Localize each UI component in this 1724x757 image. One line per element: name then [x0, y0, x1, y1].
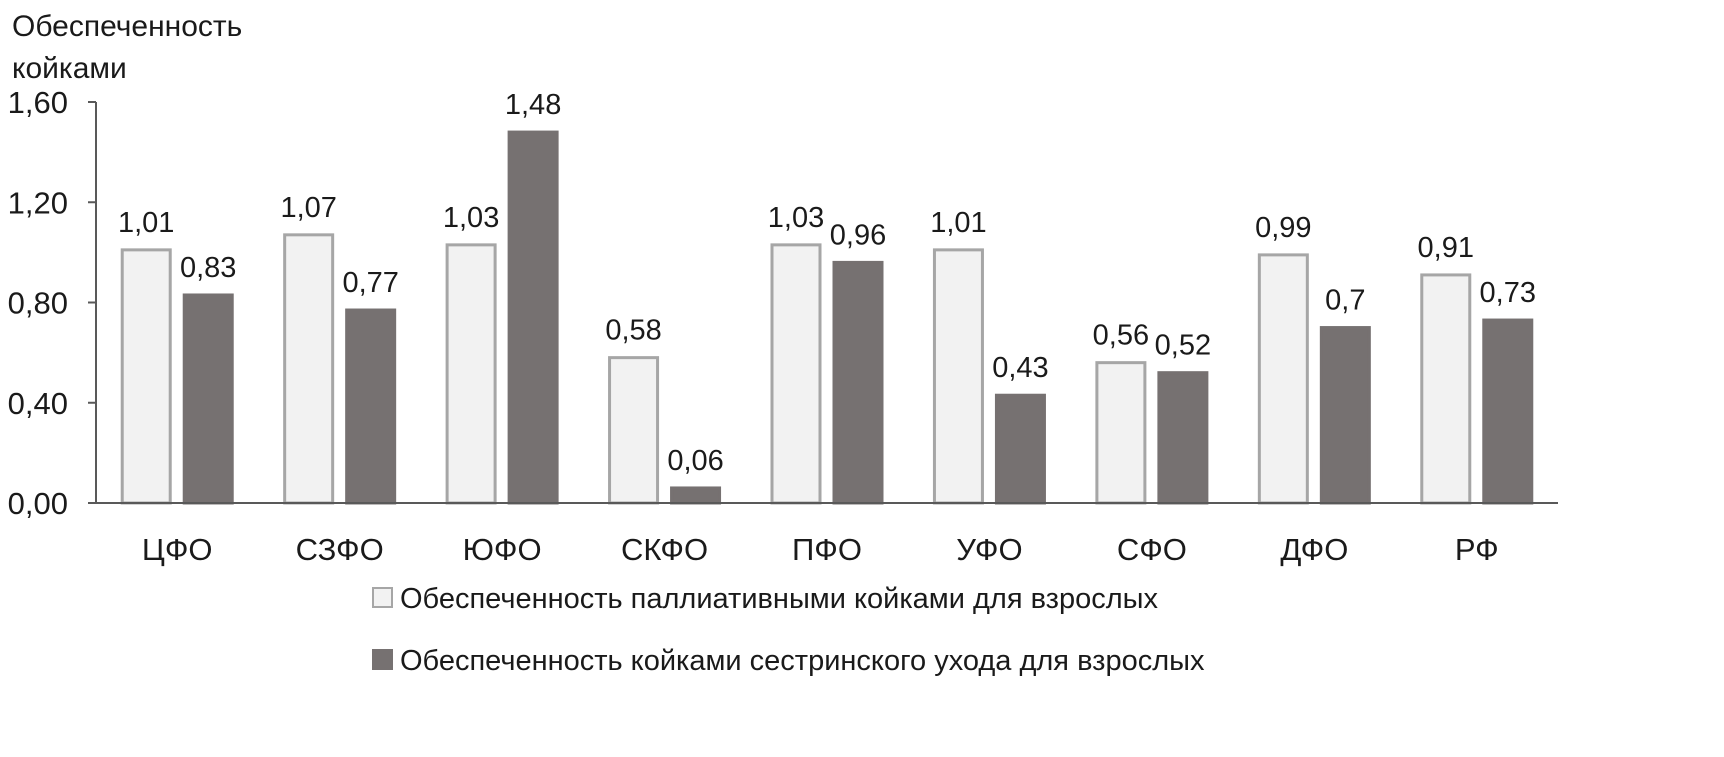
bar-palliative	[770, 243, 822, 505]
y-axis-ticks: 0,00 0,40 0,80 1,20 1,60	[8, 85, 96, 521]
bar-nursing	[345, 308, 397, 505]
y-tick-label: 1,60	[8, 85, 68, 120]
data-label: 0,7	[1325, 285, 1365, 317]
bar-nursing	[832, 260, 884, 505]
category-label: ЦФО	[142, 532, 213, 567]
data-label: 0,99	[1255, 212, 1311, 244]
legend-swatch-palliative	[372, 587, 393, 608]
data-label: 0,52	[1155, 330, 1211, 362]
y-tick-label: 0,80	[8, 286, 68, 321]
category-label: ЮФО	[463, 532, 542, 567]
y-tick-label: 1,20	[8, 185, 68, 220]
data-label: 1,01	[930, 207, 986, 239]
bar-palliative	[932, 248, 984, 505]
data-label: 0,06	[667, 445, 723, 477]
bar-palliative	[608, 356, 660, 505]
bars-group	[120, 130, 1534, 505]
y-tick-label: 0,40	[8, 386, 68, 421]
legend: Обеспеченность паллиативными койками для…	[372, 583, 1205, 677]
data-label: 0,56	[1093, 320, 1149, 352]
bar-nursing	[507, 130, 559, 505]
data-label: 0,77	[342, 267, 398, 299]
data-label: 0,73	[1480, 277, 1536, 309]
data-labels-group: 1,010,831,070,771,031,480,580,061,030,96…	[118, 89, 1536, 477]
category-label: ДФО	[1280, 532, 1348, 567]
legend-label: Обеспеченность паллиативными койками для…	[400, 583, 1158, 615]
bar-nursing	[994, 393, 1046, 505]
bar-nursing	[670, 486, 722, 505]
bar-nursing	[1157, 371, 1209, 505]
y-axis-title: Обеспеченность койками	[12, 10, 242, 85]
bar-nursing	[182, 293, 234, 505]
category-label: РФ	[1455, 532, 1499, 567]
category-label: УФО	[956, 532, 1022, 567]
category-label: СЗФО	[296, 532, 384, 567]
bar-palliative	[445, 243, 497, 505]
category-label: ПФО	[792, 532, 862, 567]
legend-label: Обеспеченность койками сестринского уход…	[400, 645, 1205, 677]
bar-nursing	[1482, 318, 1534, 505]
data-label: 0,43	[992, 352, 1048, 384]
bar-palliative	[1257, 253, 1309, 505]
axes-group	[95, 102, 1558, 504]
data-label: 0,83	[180, 252, 236, 284]
bar-palliative	[120, 248, 172, 505]
bar-palliative	[1420, 273, 1472, 505]
data-label: 0,96	[830, 219, 886, 251]
category-label: СФО	[1117, 532, 1187, 567]
category-label: СКФО	[621, 532, 708, 567]
data-label: 1,07	[280, 192, 336, 224]
bar-palliative	[1095, 361, 1147, 505]
bar-palliative	[283, 233, 335, 505]
legend-swatch-nursing	[372, 649, 393, 670]
data-label: 1,03	[443, 202, 499, 234]
y-tick-label: 0,00	[8, 486, 68, 521]
data-label: 1,03	[768, 202, 824, 234]
data-label: 1,01	[118, 207, 174, 239]
data-label: 0,58	[605, 315, 661, 347]
x-axis-categories: ЦФО СЗФО ЮФО СКФО ПФО УФО СФО ДФО РФ	[142, 532, 1499, 567]
data-label: 0,91	[1418, 232, 1474, 264]
y-axis-title-line-1: Обеспеченность	[12, 10, 242, 43]
y-axis-title-line-2: койками	[12, 52, 127, 85]
bar-nursing	[1319, 326, 1371, 505]
data-label: 1,48	[505, 89, 561, 121]
